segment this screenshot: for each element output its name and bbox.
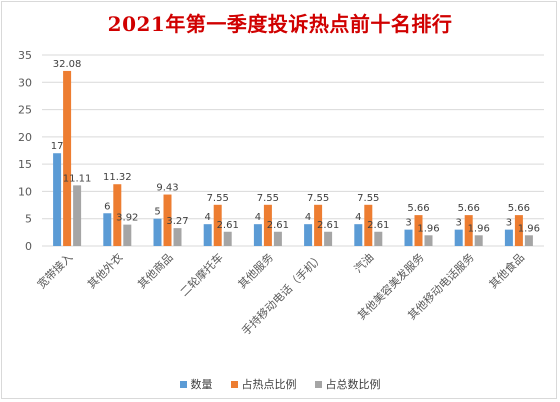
data-label: 7.55	[257, 193, 279, 204]
bar	[314, 204, 323, 246]
x-tick-label: 汽油	[351, 250, 376, 275]
bar	[273, 231, 282, 246]
data-label: 1.96	[468, 223, 490, 234]
x-tick-label: 其他外衣	[84, 250, 125, 291]
bar	[173, 228, 182, 246]
bar	[203, 224, 212, 246]
legend-item-hotspot-ratio: 占热点比例	[230, 376, 297, 392]
x-tick-label: 其他服务	[236, 251, 276, 291]
data-label: 3	[405, 218, 411, 229]
bar	[223, 231, 232, 246]
data-label: 5	[154, 207, 160, 218]
data-label: 2.61	[367, 220, 389, 231]
data-label: 4	[205, 212, 211, 223]
legend-label-hotspot-ratio: 占热点比例	[241, 378, 297, 391]
data-label: 7.55	[307, 193, 329, 204]
bar	[354, 224, 363, 246]
bar	[504, 229, 513, 246]
bar	[374, 231, 383, 246]
data-label: 7.55	[357, 193, 379, 204]
bar	[424, 235, 433, 246]
data-label: 2.61	[267, 220, 289, 231]
x-tick-label: 手持移动电话（手机）	[239, 250, 327, 338]
bar	[454, 229, 463, 246]
legend-label-total-ratio: 占总数比例	[325, 378, 381, 391]
bar	[474, 235, 483, 246]
data-label: 17	[51, 141, 64, 152]
bar	[414, 215, 423, 246]
y-tick-label: 20	[18, 131, 32, 144]
bar	[524, 235, 533, 246]
data-label: 3.92	[116, 213, 138, 224]
data-label: 32.08	[53, 59, 82, 70]
data-label: 3.27	[166, 216, 188, 227]
bar	[253, 224, 262, 246]
y-tick-label: 30	[18, 76, 32, 89]
bar	[304, 224, 313, 246]
data-label: 9.43	[156, 183, 178, 194]
data-label: 6	[104, 201, 110, 212]
bar	[464, 215, 473, 246]
legend-swatch-count	[179, 380, 187, 388]
legend-label-count: 数量	[190, 378, 213, 391]
y-tick-label: 10	[18, 185, 32, 198]
bar	[63, 70, 72, 246]
x-tick-label: 其他食品	[486, 250, 527, 291]
data-label: 4	[305, 212, 311, 223]
bar	[213, 204, 222, 246]
data-label: 5.66	[407, 203, 429, 214]
legend-item-total-ratio: 占总数比例	[314, 376, 381, 392]
data-label: 5.66	[458, 203, 480, 214]
data-label: 1.96	[417, 223, 439, 234]
legend-swatch-total-ratio	[314, 380, 322, 388]
data-label: 2.61	[217, 220, 239, 231]
y-tick-label: 25	[18, 104, 32, 117]
bar	[364, 204, 373, 246]
bar	[514, 215, 523, 246]
data-label: 5.66	[508, 203, 530, 214]
bar	[404, 229, 413, 246]
chart-legend: 数量 占热点比例 占总数比例	[2, 376, 558, 392]
data-label: 7.55	[207, 193, 229, 204]
data-label: 4	[255, 212, 261, 223]
x-tick-label: 其他商品	[135, 250, 176, 291]
bar	[113, 184, 122, 246]
bar	[163, 194, 172, 246]
bar	[103, 213, 112, 246]
x-tick-label: 宽带接入	[34, 250, 75, 291]
y-tick-label: 0	[25, 240, 32, 253]
chart-title: 2021年第一季度投诉热点前十名排行	[107, 12, 453, 36]
data-label: 3	[456, 218, 462, 229]
y-tick-label: 5	[25, 213, 32, 226]
legend-item-count: 数量	[179, 376, 213, 392]
bar	[263, 204, 272, 246]
y-tick-label: 15	[18, 158, 32, 171]
bar	[73, 185, 82, 246]
bar	[53, 153, 62, 246]
data-label: 11.32	[103, 172, 132, 183]
data-label: 2.61	[317, 220, 339, 231]
x-tick-label: 二轮摩托车	[177, 250, 226, 299]
data-label: 1.96	[518, 223, 540, 234]
bar	[153, 218, 162, 246]
bar	[324, 231, 333, 246]
data-label: 4	[355, 212, 361, 223]
bar	[123, 224, 132, 246]
data-label: 11.11	[63, 173, 92, 184]
y-tick-label: 35	[18, 49, 32, 62]
data-label: 3	[506, 218, 512, 229]
legend-swatch-hotspot-ratio	[230, 380, 238, 388]
